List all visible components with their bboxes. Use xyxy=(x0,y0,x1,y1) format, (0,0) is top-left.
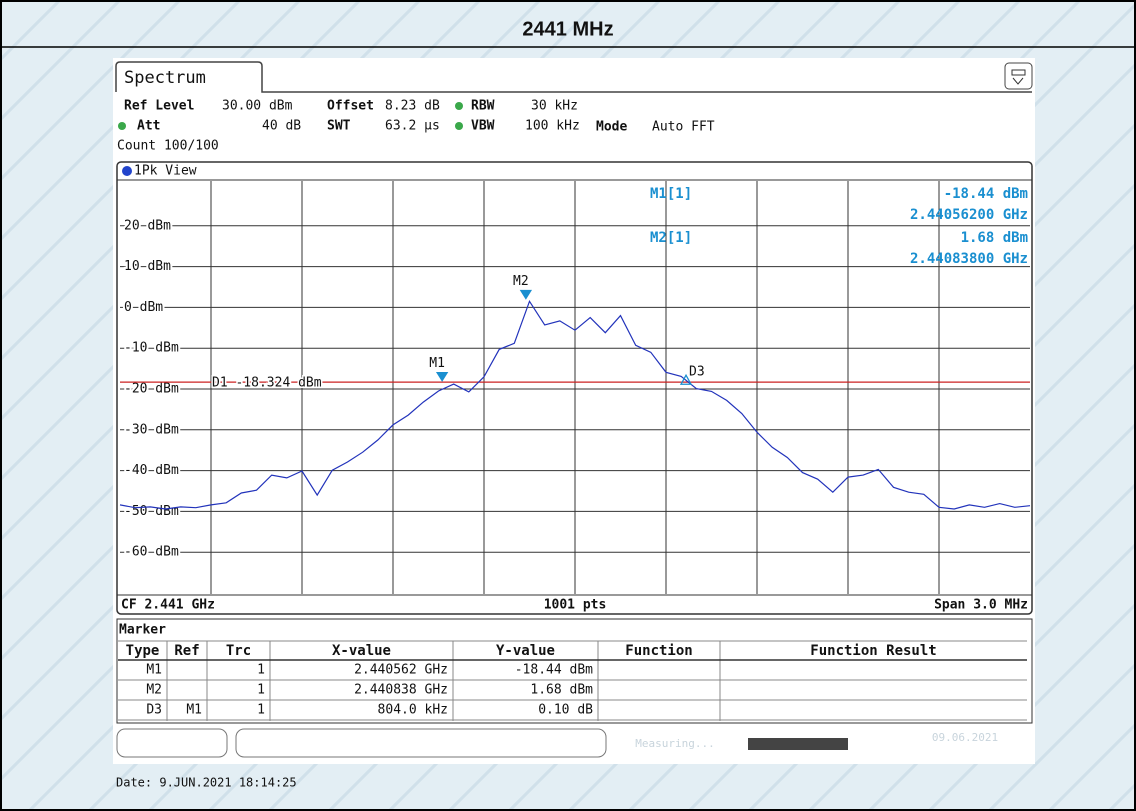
y-tick-label: -50 dBm xyxy=(124,504,179,519)
marker xyxy=(679,373,693,385)
setting-label: RBW xyxy=(471,99,495,114)
marker xyxy=(519,289,533,300)
y-tick-label: 10 dBm xyxy=(124,259,171,274)
marker xyxy=(435,371,449,382)
table-cell: 2.440838 GHz xyxy=(354,683,448,698)
tab-outline xyxy=(115,61,1032,93)
marker-label: M2 xyxy=(513,274,529,289)
column-header: Type xyxy=(126,643,160,659)
menu-icon xyxy=(1011,69,1026,85)
setting-label: VBW xyxy=(471,119,495,134)
setting-label: Offset xyxy=(327,99,374,114)
plot: 20 dBm 10 dBm 0 dBm -10 dBm -20 dBm -30 dBm -4… xyxy=(119,181,1031,594)
setting-value: 40 dB xyxy=(262,119,301,134)
setting-value: 8.23 dB xyxy=(385,99,440,114)
display-line-label: D1 -18.324 dBm xyxy=(212,376,322,391)
y-tick-label: 0 dBm xyxy=(124,300,163,315)
y-tick-label: -60 dBm xyxy=(124,545,179,560)
status-dot xyxy=(455,102,463,110)
table-cell: M1 xyxy=(186,703,202,718)
table-cell: 1.68 dBm xyxy=(530,683,593,698)
points: 1001 pts xyxy=(544,598,607,613)
progress-bar xyxy=(748,738,848,750)
setting-value: Auto FFT xyxy=(652,120,715,135)
view-title: 1Pk View xyxy=(134,164,197,179)
readout-name: M2[1] xyxy=(650,230,692,246)
setting-value: 30.00 dBm xyxy=(222,99,293,114)
table-cell: D3 xyxy=(146,703,162,718)
column-header: Ref xyxy=(174,643,199,659)
setting-value: 30 kHz xyxy=(531,99,578,114)
marker-label: M1 xyxy=(429,356,445,371)
readout-level: 1.68 dBm xyxy=(961,230,1028,246)
status-dot xyxy=(455,122,463,130)
marker-table-title: Marker xyxy=(119,623,166,638)
span: Span 3.0 MHz xyxy=(934,598,1028,613)
title: 2441 MHz xyxy=(522,18,613,40)
input-field[interactable] xyxy=(235,728,607,758)
setting-label: SWT xyxy=(327,119,351,134)
date-line: Date: 9.JUN.2021 18:14:25 xyxy=(116,776,297,790)
table-cell: 0.10 dB xyxy=(538,703,593,718)
softkey[interactable] xyxy=(116,728,228,758)
column-header: X-value xyxy=(332,643,391,659)
setting-label: Ref Level xyxy=(124,99,194,114)
y-tick-label: -10 dBm xyxy=(124,341,179,356)
y-tick-label: -20 dBm xyxy=(124,382,179,397)
table-cell: M2 xyxy=(146,683,162,698)
status-dot xyxy=(118,122,126,130)
tab-title[interactable]: Spectrum xyxy=(124,68,206,88)
table-cell: -18.44 dBm xyxy=(515,663,593,678)
trace xyxy=(119,299,1031,510)
status-date: 09.06.2021 xyxy=(932,731,998,744)
y-tick-label: -30 dBm xyxy=(124,422,179,437)
column-header: Trc xyxy=(226,643,251,659)
y-tick-label: 20 dBm xyxy=(124,218,171,233)
setting-value: 63.2 µs xyxy=(385,119,440,134)
readout-frequency: 2.44056200 GHz xyxy=(910,207,1028,223)
marker-label: D3 xyxy=(689,365,705,380)
table-cell: 1 xyxy=(257,703,265,718)
readout-name: M1[1] xyxy=(650,186,692,202)
table-cell: 1 xyxy=(257,663,265,678)
column-header: Function Result xyxy=(810,643,936,659)
column-header: Y-value xyxy=(496,643,555,659)
trace-dot xyxy=(122,166,132,176)
setting-label: Mode xyxy=(596,120,627,135)
center-frequency: CF 2.441 GHz xyxy=(121,598,215,613)
table-cell: M1 xyxy=(146,663,162,678)
y-tick-label: -40 dBm xyxy=(124,463,179,478)
column-header: Function xyxy=(625,643,692,659)
marker-table: Type Ref Trc X-value Y-value Function Function… xyxy=(118,640,1027,721)
menu-button[interactable] xyxy=(1004,62,1033,90)
status-state: Measuring... xyxy=(635,737,714,750)
setting-value: 100 kHz xyxy=(525,119,580,134)
count: Count 100/100 xyxy=(117,139,219,154)
setting-label: Att xyxy=(137,119,160,134)
table-cell: 1 xyxy=(257,683,265,698)
table-cell: 2.440562 GHz xyxy=(354,663,448,678)
readout-frequency: 2.44083800 GHz xyxy=(910,251,1028,267)
readout-level: -18.44 dBm xyxy=(944,186,1028,202)
table-cell: 804.0 kHz xyxy=(378,703,448,718)
